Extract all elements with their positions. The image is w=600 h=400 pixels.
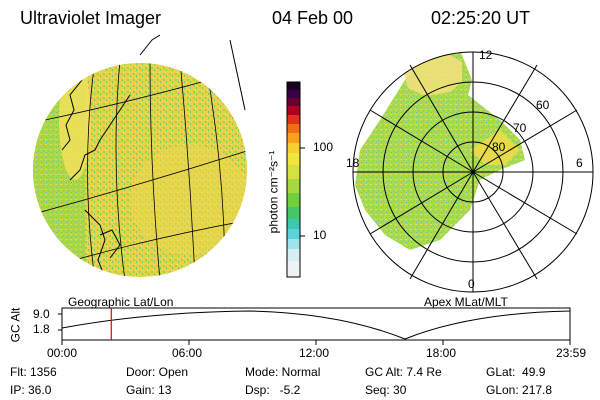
colorbar-tick-10: 10 [313,228,327,242]
polar-lat-80: 80 [492,140,506,154]
colorbar-unit-label: photon cm⁻²s⁻¹ [266,150,281,234]
earth-disk-image [33,34,247,277]
polar-mlt-12: 12 [479,48,493,62]
info-flt: Flt: 1356 [10,365,57,379]
polar-lat-70: 70 [513,121,527,135]
orbit-xtick-1: 06:00 [172,346,203,360]
colorbar [286,81,305,278]
header-date: 04 Feb 00 [272,8,354,28]
info-seq: Seq: 30 [365,383,407,397]
orbit-xtick-3: 18:00 [426,346,457,360]
info-ip: IP: 36.0 [10,383,52,397]
colorbar-tick-100: 100 [313,140,334,154]
polar-mlt-6: 6 [576,156,583,170]
orbit-ytick-bottom: 1.8 [33,322,50,336]
app-title: Ultraviolet Imager [20,8,162,28]
polar-lat-60: 60 [536,98,550,112]
orbit-altitude-plot [58,307,571,345]
info-glon: GLon: 217.8 [486,383,553,397]
info-glat: GLat: 49.9 [486,365,546,379]
info-dsp: Dsp: -5.2 [245,383,301,397]
info-gc-alt: GC Alt: 7.4 Re [365,365,442,379]
polar-mlt-18: 18 [346,156,360,170]
header-time: 02:25:20 UT [431,8,531,28]
polar-plot [352,51,594,293]
left-panel-label: Geographic Lat/Lon [68,295,174,309]
orbit-ylabel: GC Alt [8,307,23,343]
polar-mlt-0: 0 [468,277,475,291]
info-door: Door: Open [126,365,189,379]
orbit-xtick-4: 23:59 [556,346,587,360]
orbit-xtick-2: 12:00 [299,346,330,360]
info-mode: Mode: Normal [245,365,321,379]
orbit-xtick-0: 00:00 [47,346,78,360]
altitude-curve [61,310,571,340]
right-panel-label: Apex MLat/MLT [424,295,508,309]
orbit-ytick-top: 9.0 [33,307,50,321]
info-gain: Gain: 13 [126,383,172,397]
